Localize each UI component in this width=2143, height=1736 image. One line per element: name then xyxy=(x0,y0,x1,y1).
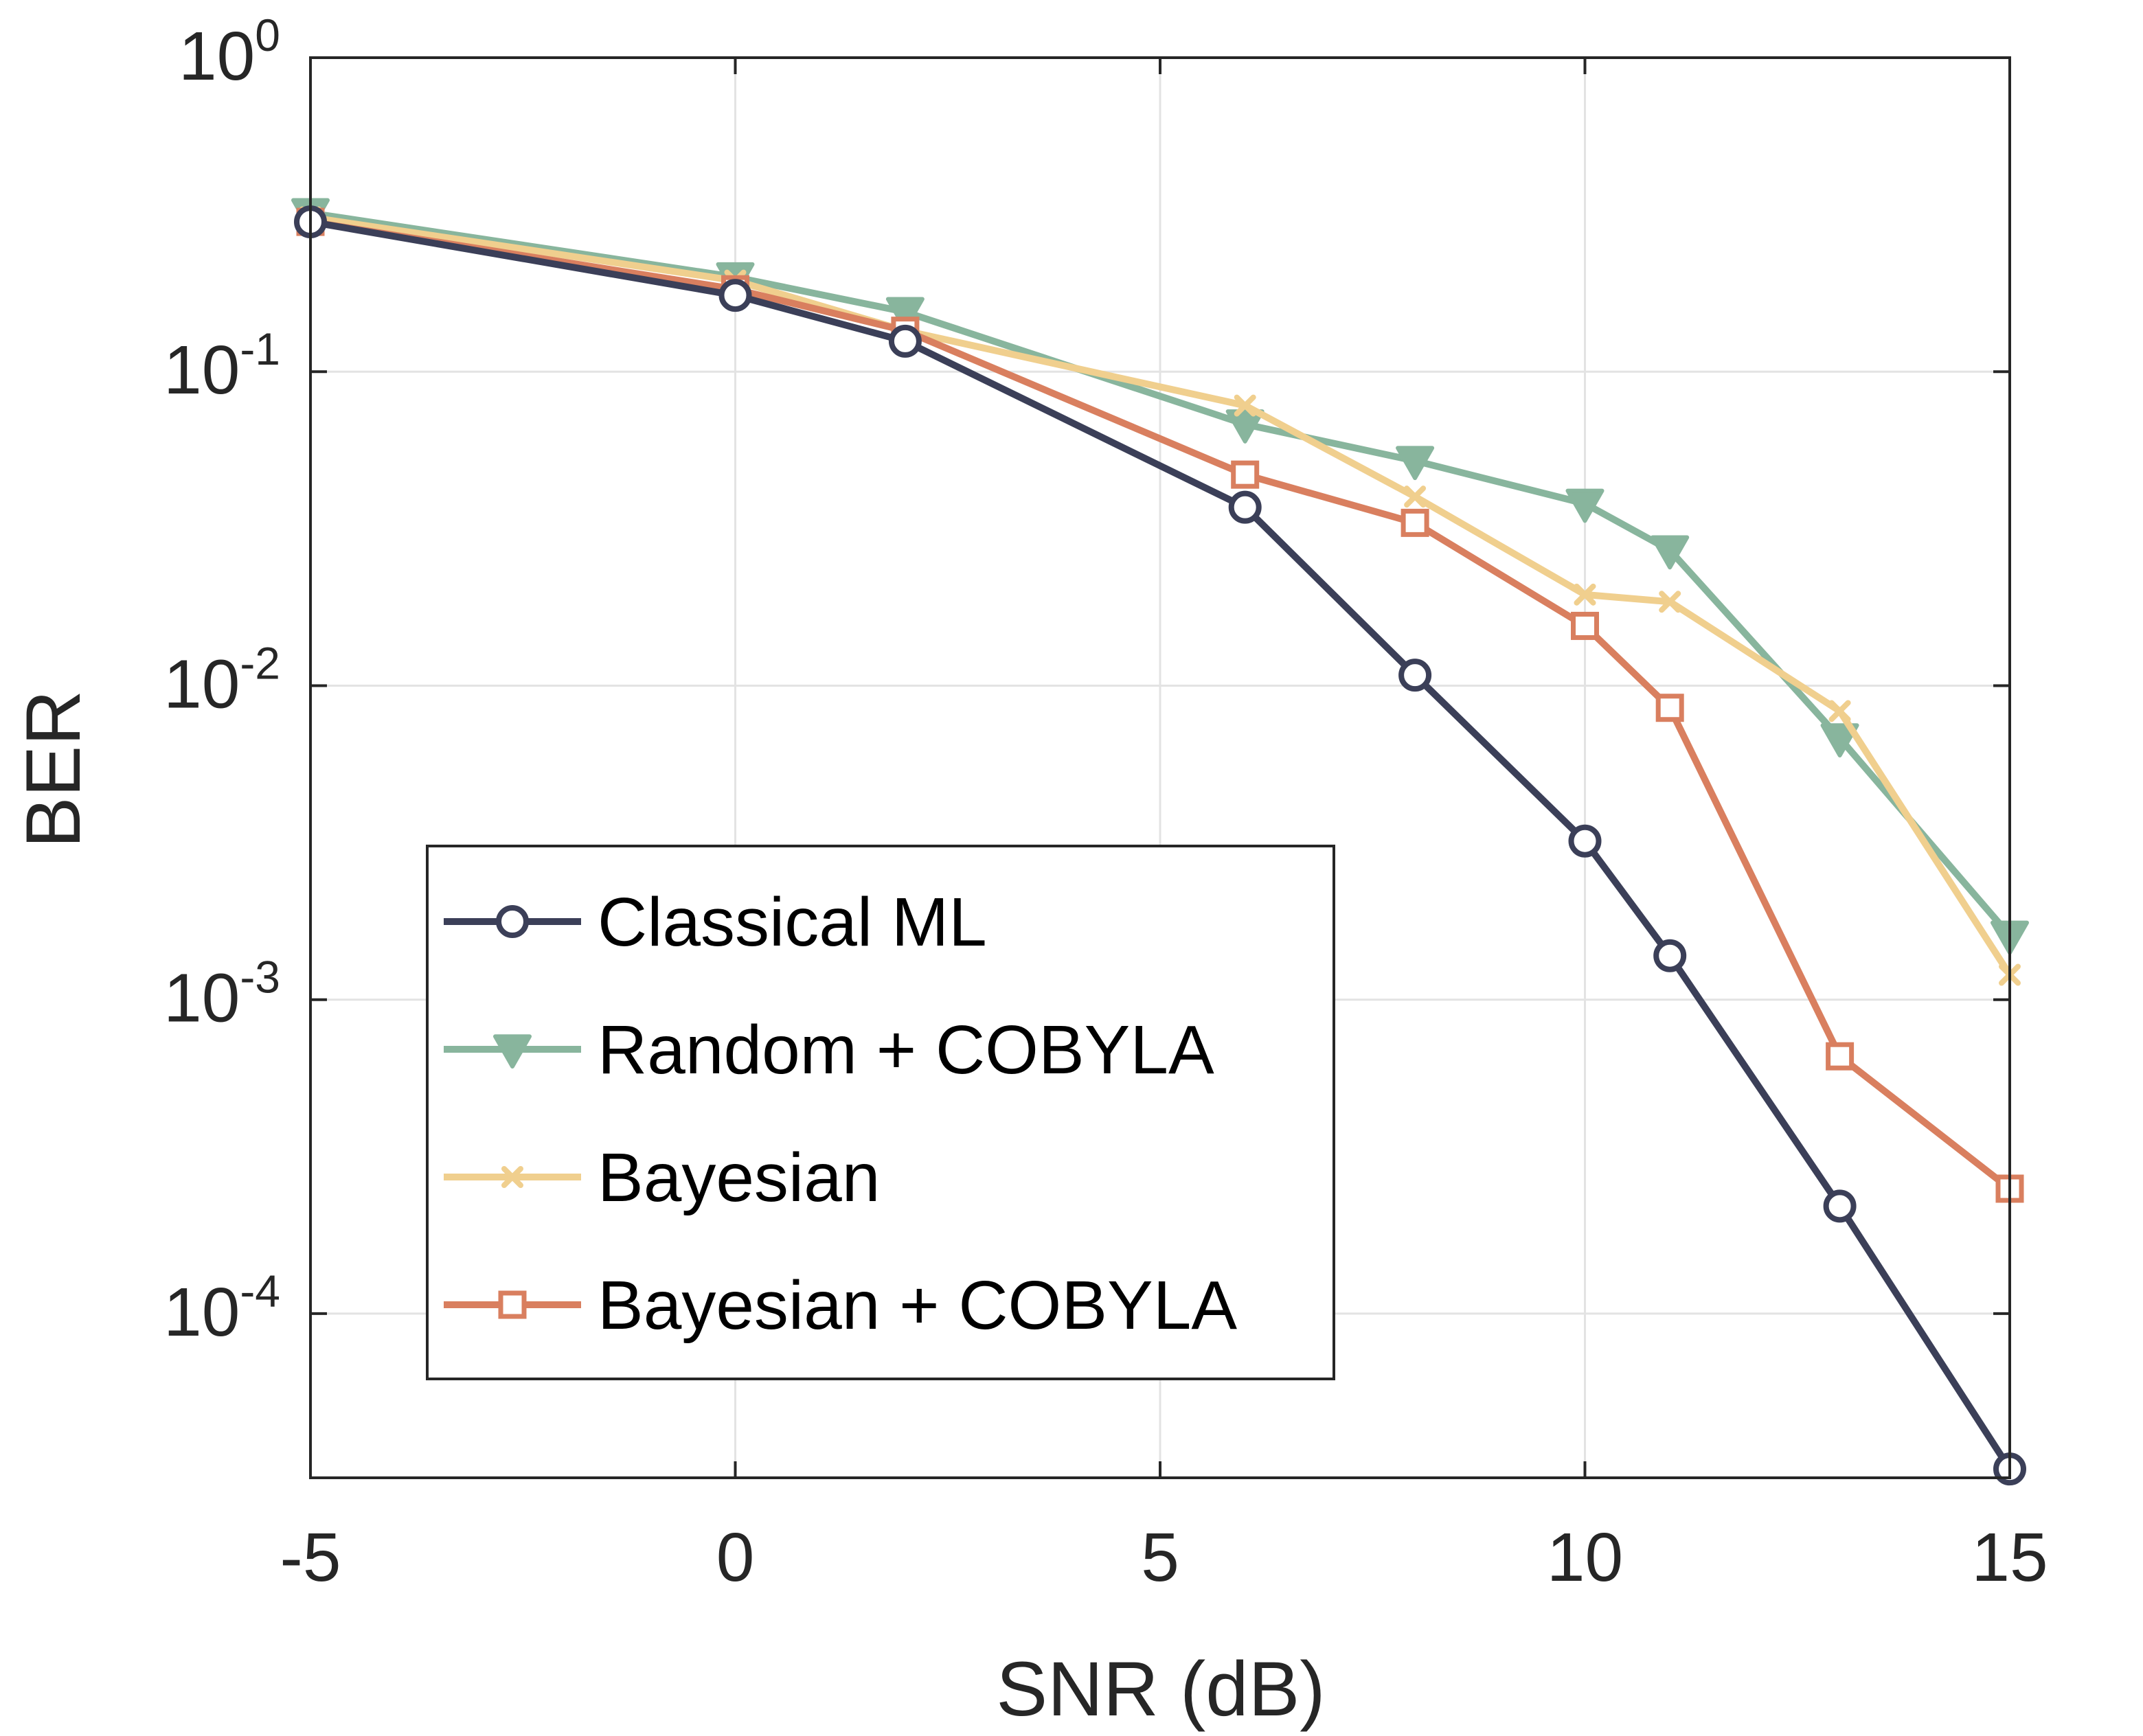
x-tick-label: 15 xyxy=(1971,1519,2048,1596)
y-tick-label: 100 xyxy=(179,10,280,95)
legend-marker xyxy=(496,905,529,938)
legend-item: Classical ML xyxy=(444,884,987,961)
data-point xyxy=(1231,460,1260,489)
series-3 xyxy=(296,207,2024,1203)
legend-label: Random + COBYLA xyxy=(598,1012,1214,1088)
y-tick-label: 10-4 xyxy=(163,1266,280,1351)
x-tick-label: -5 xyxy=(280,1519,341,1596)
legend-item: Bayesian + COBYLA xyxy=(444,1267,1237,1344)
y-tick-label: 10-2 xyxy=(163,637,280,722)
y-tick-label: 10-3 xyxy=(163,952,280,1037)
data-point xyxy=(1820,723,1859,758)
x-tick-label: 5 xyxy=(1141,1519,1179,1596)
legend-label: Bayesian + COBYLA xyxy=(598,1267,1237,1344)
data-point xyxy=(1404,486,1427,508)
y-tick-exponent: -3 xyxy=(240,952,280,1003)
y-tick-exponent: -2 xyxy=(240,637,280,688)
legend-item: Random + COBYLA xyxy=(444,1012,1214,1088)
y-tick-exponent: -1 xyxy=(240,323,280,374)
y-tick-base: 10 xyxy=(179,18,255,95)
data-point xyxy=(1828,700,1851,722)
data-point xyxy=(1574,583,1596,606)
data-point xyxy=(1653,939,1687,972)
legend: Classical ML Random + COBYLA Bayesian Bayes… xyxy=(426,845,1335,1380)
data-point xyxy=(1401,508,1429,537)
data-point xyxy=(1398,659,1432,692)
legend-marker xyxy=(493,1034,532,1069)
data-point xyxy=(1826,1042,1855,1071)
y-tick-base: 10 xyxy=(163,1274,240,1351)
data-point xyxy=(1823,1189,1857,1223)
data-point xyxy=(888,324,922,358)
legend-marker xyxy=(498,1290,527,1319)
legend-item: Bayesian xyxy=(444,1139,880,1216)
y-tick-label: 10-1 xyxy=(163,323,280,409)
legend-marker xyxy=(501,1166,523,1188)
data-point xyxy=(718,279,752,312)
data-point xyxy=(1234,394,1256,417)
data-point xyxy=(1568,824,1602,858)
data-point xyxy=(885,297,925,332)
x-axis-title: SNR (dB) xyxy=(996,1646,1325,1732)
data-point xyxy=(1655,694,1684,722)
x-tick-label: 0 xyxy=(716,1519,755,1596)
y-tick-base: 10 xyxy=(163,332,240,409)
x-axis: -5 0 5 10 15 xyxy=(280,58,2048,1596)
data-point xyxy=(1225,409,1265,444)
legend-label: Bayesian xyxy=(598,1139,880,1216)
data-point xyxy=(1228,490,1262,524)
data-point xyxy=(1396,446,1435,481)
data-point xyxy=(1659,591,1681,613)
legend-label: Classical ML xyxy=(598,884,987,961)
x-tick-label: 10 xyxy=(1547,1519,1623,1596)
y-axis-title: BER xyxy=(10,690,96,848)
series-layer xyxy=(291,198,2029,1486)
data-point xyxy=(1565,488,1605,523)
y-tick-base: 10 xyxy=(163,960,240,1037)
legend-box xyxy=(426,845,1335,1380)
y-tick-exponent: 0 xyxy=(255,10,280,60)
y-tick-exponent: -4 xyxy=(240,1266,280,1316)
data-point xyxy=(1651,535,1690,570)
data-point xyxy=(1571,611,1599,640)
y-tick-base: 10 xyxy=(163,646,240,722)
